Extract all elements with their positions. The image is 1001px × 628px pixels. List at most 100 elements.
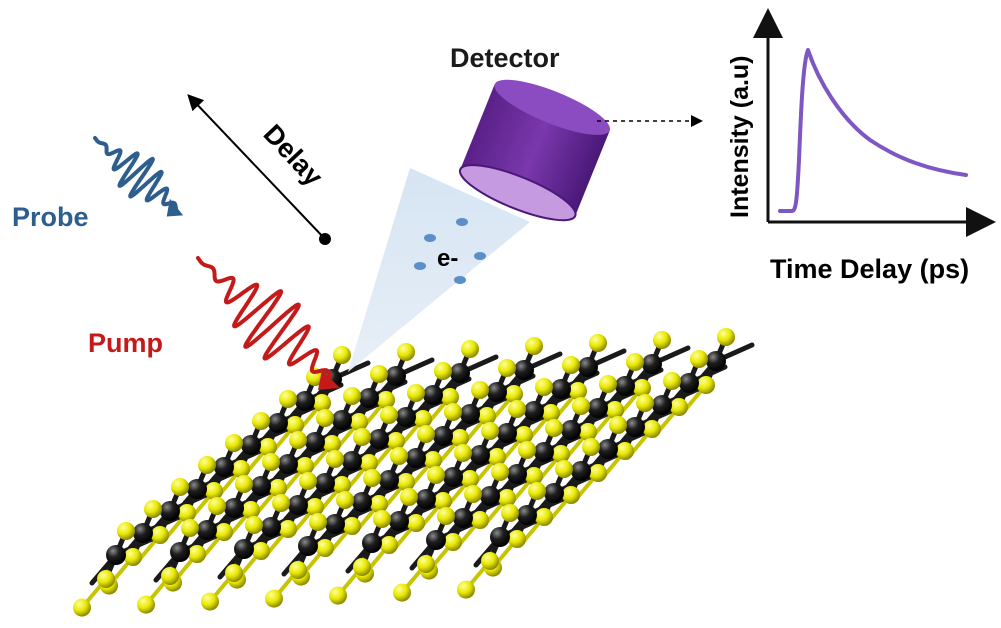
chalcogen-atom [572, 397, 590, 415]
chalcogen-atom [387, 432, 405, 450]
chalcogen-atom [636, 394, 654, 412]
metal-atom [450, 363, 470, 383]
chalcogen-atom [518, 441, 536, 459]
chalcogen-atom [137, 595, 155, 614]
chalcogen-atom [481, 552, 499, 570]
chalcogen-atom [353, 428, 371, 446]
electron-label: e- [437, 245, 458, 272]
metal-atom [480, 486, 500, 506]
chalcogen-atom [498, 359, 516, 377]
metal-atom [241, 435, 261, 455]
chalcogen-atom [569, 382, 587, 400]
photoemission-cone [348, 168, 530, 372]
metal-atom [642, 354, 662, 374]
chalcogen-atom [373, 510, 391, 528]
metal-atom [342, 451, 362, 471]
chalcogen-atom [289, 431, 307, 449]
chalcogen-atom [390, 447, 408, 465]
chalcogen-atom [717, 328, 735, 346]
chalcogen-atom [653, 331, 671, 349]
metal-atom [652, 395, 672, 415]
chalcogen-atom [242, 501, 260, 519]
chalcogen-atom [434, 362, 452, 380]
metal-atom [379, 470, 399, 490]
chalcogen-atom [144, 500, 162, 518]
chalcogen-atom [528, 482, 546, 500]
metal-atom [423, 385, 443, 405]
metal-atom [305, 432, 325, 452]
chalcogen-atom [407, 514, 425, 532]
metal-atom [443, 467, 463, 487]
chalcogen-atom [73, 598, 91, 617]
chalcogen-atom [417, 425, 435, 443]
chalcogen-atom [407, 384, 425, 402]
chalcogen-atom [508, 530, 526, 548]
chalcogen-atom [363, 469, 381, 487]
chalcogen-atom [690, 350, 708, 368]
metal-atom [187, 479, 207, 499]
chalcogen-atom [491, 463, 509, 481]
metal-atom [497, 423, 517, 443]
metal-atom [551, 379, 571, 399]
metal-atom [160, 501, 180, 521]
metal-atom [396, 407, 416, 427]
chalcogen-atom [380, 536, 398, 554]
metal-atom [706, 351, 726, 371]
chalcogen-atom [589, 464, 607, 482]
metal-atom [470, 445, 490, 465]
chalcogen-atom [535, 378, 553, 396]
metal-atom [359, 388, 379, 408]
chalcogen-atom [232, 460, 250, 478]
detector [458, 79, 611, 222]
chalcogen-atom [279, 390, 297, 408]
metal-atom [133, 523, 153, 543]
chalcogen-atom [377, 391, 395, 409]
chalcogen-atom [454, 444, 472, 462]
chalcogen-atom [306, 498, 324, 516]
delay-label: Delay [258, 119, 329, 192]
chalcogen-atom [663, 372, 681, 390]
chalcogen-atom [380, 406, 398, 424]
chalcogen-atom [181, 519, 199, 537]
chalcogen-atom [252, 542, 270, 560]
chalcogen-atom [451, 429, 469, 447]
chalcogen-atom [670, 398, 688, 416]
chalcogen-atom [161, 567, 179, 585]
metal-atom [288, 495, 308, 515]
pump-label: Pump [88, 328, 163, 358]
chalcogen-atom [205, 482, 223, 500]
metal-atom [588, 398, 608, 418]
chalcogen-atom [235, 475, 253, 493]
chalcogen-atom [336, 491, 354, 509]
chalcogen-atom [424, 451, 442, 469]
chalcogen-atom [471, 511, 489, 529]
chalcogen-atom [471, 381, 489, 399]
metal-atom [268, 413, 288, 433]
chalcogen-atom [97, 570, 115, 588]
chalcogen-atom [579, 423, 597, 441]
chalcogen-atom [697, 376, 715, 394]
metal-atom [625, 417, 645, 437]
chalcogen-atom [508, 400, 526, 418]
chalcogen-atom [437, 507, 455, 525]
probe-pulse [93, 136, 184, 217]
chalcogen-atom [582, 438, 600, 456]
metal-atom [332, 410, 352, 430]
metal-atom [251, 476, 271, 496]
metal-atom [295, 391, 315, 411]
metal-atom [490, 527, 510, 547]
chalcogen-atom [245, 516, 263, 534]
metal-atom [507, 464, 527, 484]
chalcogen-atom [505, 385, 523, 403]
chalcogen-atom [350, 413, 368, 431]
chalcogen-atom [208, 497, 226, 515]
chalcogen-atom [589, 334, 607, 352]
chalcogen-atom [360, 454, 378, 472]
chalcogen-atom [515, 426, 533, 444]
chalcogen-atom [633, 379, 651, 397]
chalcogen-atom [316, 539, 334, 557]
chalcogen-atom [178, 504, 196, 522]
metal-atom [315, 473, 335, 493]
metal-atom [261, 517, 281, 537]
